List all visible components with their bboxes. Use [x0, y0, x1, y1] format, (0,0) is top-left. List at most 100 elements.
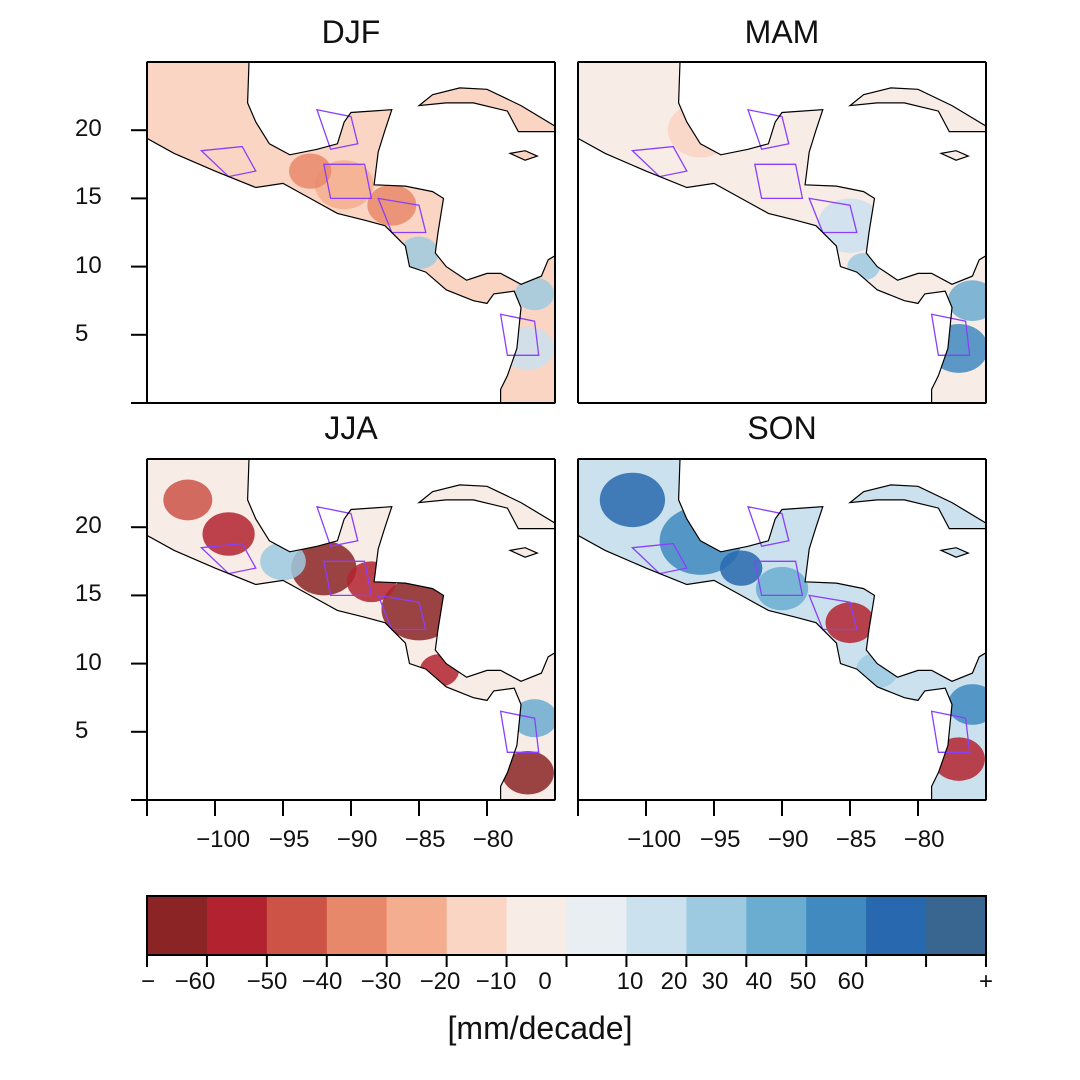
- lat-tick-label: 5: [75, 319, 89, 347]
- region-outline: [499, 313, 540, 356]
- lon-tick-label: −90: [336, 826, 378, 853]
- trend-patch: [825, 602, 875, 644]
- colorbar-label: 20: [660, 968, 688, 995]
- precip-trend-field: [578, 62, 986, 403]
- region-outline: [754, 163, 804, 200]
- coastline: [508, 547, 539, 558]
- region-outline: [630, 145, 688, 178]
- colorbar-label: 50: [789, 968, 817, 995]
- colorbar-bin: [806, 896, 867, 955]
- region-outline: [323, 560, 373, 597]
- lat-tick-label: 20: [75, 115, 102, 143]
- coastline: [577, 61, 987, 404]
- coastline: [577, 458, 987, 801]
- colorbar-label: −: [140, 968, 156, 995]
- lon-tick-label: −95: [268, 826, 310, 853]
- precip-trend-field: [147, 459, 555, 800]
- colorbar-label: 10: [616, 968, 644, 995]
- trend-patch: [932, 737, 985, 781]
- lon-tick-label: −100: [627, 826, 682, 853]
- trend-patch: [260, 542, 306, 581]
- region-outline: [808, 594, 858, 631]
- map-panel-djf: [131, 61, 556, 404]
- panel-title-son: SON: [747, 410, 817, 446]
- trend-patch: [667, 103, 734, 158]
- region-outline: [316, 505, 359, 548]
- colorbar-bin: [506, 896, 567, 955]
- lat-tick-label: 20: [75, 512, 102, 540]
- panel-title-djf: DJF: [321, 14, 381, 50]
- colorbar-bin: [866, 896, 927, 955]
- lon-tick-label: −80: [903, 826, 945, 853]
- lat-tick-label: 5: [75, 716, 89, 744]
- region-outline: [747, 108, 790, 151]
- precip-trend-field: [578, 459, 986, 800]
- trend-patch: [929, 323, 986, 373]
- trend-patch: [399, 236, 439, 270]
- trend-patch: [599, 472, 666, 528]
- colorbar-label: 40: [745, 968, 773, 995]
- colorbar-bin: [386, 896, 448, 955]
- map-panel-jja: [131, 458, 556, 816]
- colorbar: [146, 895, 987, 967]
- coastline: [939, 547, 970, 558]
- colorbar-label: 0: [538, 968, 552, 995]
- trend-patch: [367, 184, 417, 226]
- map-panel-mam: [577, 61, 987, 404]
- trend-patch: [817, 198, 883, 253]
- region-outline: [323, 163, 373, 200]
- region-outline: [808, 197, 858, 234]
- trend-patch: [847, 253, 880, 281]
- colorbar-bin: [326, 896, 388, 955]
- coastline: [146, 458, 556, 801]
- coastline: [939, 150, 970, 161]
- lat-tick-label: 10: [75, 648, 102, 676]
- lon-tick-label: −95: [699, 826, 741, 853]
- trend-patch: [202, 512, 255, 556]
- colorbar-label: −60: [174, 968, 216, 995]
- colorbar-bin: [446, 896, 508, 955]
- lon-tick-label: −100: [196, 826, 251, 853]
- colorbar-bin: [206, 896, 268, 955]
- colorbar-label: −10: [475, 968, 517, 995]
- region-outline: [377, 594, 427, 631]
- trend-patch: [719, 550, 763, 586]
- colorbar-units: [mm/decade]: [447, 1010, 633, 1046]
- trend-patch: [947, 684, 986, 725]
- colorbar-label: 60: [837, 968, 865, 995]
- colorbar-label: +: [978, 968, 994, 995]
- trend-patch: [381, 577, 457, 641]
- lon-tick-label: −85: [404, 826, 446, 853]
- colorbar-bin: [746, 896, 807, 955]
- lon-tick-label: −85: [835, 826, 877, 853]
- trend-patch: [288, 153, 332, 189]
- colorbar-bin: [266, 896, 328, 955]
- trend-patch: [501, 750, 554, 795]
- region-outline: [930, 313, 971, 356]
- lat-tick-label: 10: [75, 251, 102, 279]
- region-outline: [747, 505, 790, 548]
- coastline: [146, 61, 556, 404]
- trend-patch: [855, 652, 899, 689]
- colorbar-bin: [626, 896, 687, 955]
- trend-patch: [163, 479, 213, 521]
- map-panel-son: [577, 458, 987, 816]
- trend-patch: [947, 280, 986, 322]
- region-outline: [199, 145, 257, 178]
- panel-title-mam: MAM: [744, 14, 820, 50]
- region-outline: [199, 542, 257, 575]
- coastline: [508, 150, 539, 161]
- region-outline: [377, 197, 427, 234]
- lat-tick-label: 15: [75, 183, 102, 211]
- colorbar-label: 30: [701, 968, 729, 995]
- colorbar-label: −30: [360, 968, 402, 995]
- colorbar-label: −40: [301, 968, 343, 995]
- colorbar-bin: [686, 896, 747, 955]
- lon-tick-label: −80: [472, 826, 514, 853]
- lon-tick-label: −90: [767, 826, 809, 853]
- colorbar-bin: [926, 896, 987, 955]
- panel-title-jja: JJA: [324, 410, 378, 446]
- colorbar-label: −50: [246, 968, 288, 995]
- region-outline: [754, 560, 804, 597]
